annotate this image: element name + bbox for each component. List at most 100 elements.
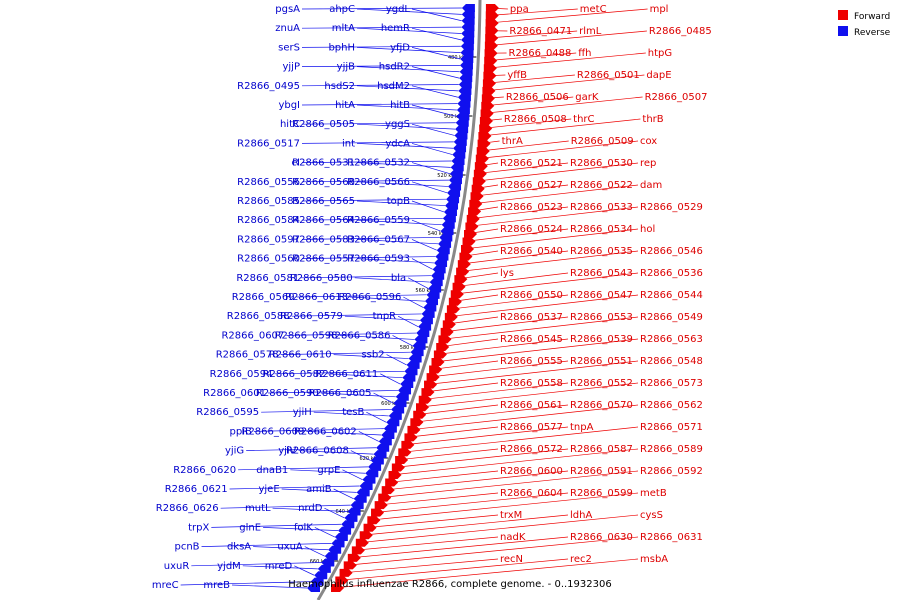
reverse-gene-arrow xyxy=(458,86,472,95)
reverse-gene-arrow xyxy=(460,42,474,51)
reverse-gene-arrow xyxy=(435,252,449,261)
reverse-gene-arrow xyxy=(459,61,473,70)
gene-label: ahpC xyxy=(329,4,355,15)
kbp-tick-label: 580 kbp xyxy=(400,345,420,351)
reverse-gene-arrow xyxy=(400,380,414,389)
gene-label: R2866_0537 xyxy=(500,312,563,323)
forward-gene-arrow xyxy=(444,312,458,321)
gene-label: yjjB xyxy=(337,62,355,73)
forward-gene-arrow xyxy=(479,116,493,125)
reverse-gene-arrow xyxy=(461,35,475,44)
forward-gene-arrow xyxy=(391,463,405,472)
leader-line xyxy=(438,338,499,348)
forward-gene-arrow xyxy=(484,49,498,58)
leader-line xyxy=(324,507,345,519)
forward-gene-arrow xyxy=(385,478,399,487)
reverse-gene-arrow xyxy=(414,335,428,344)
forward-gene-arrow xyxy=(367,516,381,525)
leader-line xyxy=(411,66,460,79)
gene-label: R2866_0530 xyxy=(570,158,633,169)
kbp-tick-label: 640 kbp xyxy=(335,509,355,515)
reverse-leader-lines xyxy=(180,7,462,589)
kbp-ticks: 480 kbp 500 kbp 520 kbp 540 kbp 560 kbp 580 k… xyxy=(310,55,477,565)
gene-label: hemR xyxy=(381,23,410,34)
leader-line xyxy=(435,338,569,355)
leader-line xyxy=(356,181,449,187)
forward-gene-arrow xyxy=(482,86,496,95)
forward-gene-arrow xyxy=(481,94,495,103)
gene-label: R2866_0620 xyxy=(173,465,236,476)
gene-label: hol xyxy=(640,224,655,235)
reverse-gene-arrow xyxy=(395,392,409,401)
reverse-gene-arrow xyxy=(461,4,475,12)
leader-line xyxy=(474,162,639,182)
gene-label: R2866_0507 xyxy=(645,92,708,103)
gene-label: bphH xyxy=(328,42,355,53)
gene-label: R2866_0508 xyxy=(504,114,567,125)
leader-line xyxy=(361,514,569,536)
leader-line xyxy=(358,431,379,442)
gene-label: R2866_0602 xyxy=(294,426,357,437)
gene-label: cysS xyxy=(640,510,663,521)
gene-label: R2866_0596 xyxy=(338,292,401,303)
gene-label: R2866_0581 xyxy=(236,273,299,284)
gene-label: R2866_0517 xyxy=(237,138,300,149)
gene-label: tnpA xyxy=(570,422,594,433)
gene-label: R2866_0543 xyxy=(570,268,633,279)
gene-label: R2866_0569 xyxy=(232,292,295,303)
reverse-gene-arrow xyxy=(362,475,376,484)
forward-gene-arrow xyxy=(468,207,482,216)
forward-gene-arrow xyxy=(470,192,484,201)
gene-label: rep xyxy=(640,158,656,169)
gene-label: R2866_0595 xyxy=(196,407,259,418)
reverse-gene-arrow xyxy=(373,450,387,459)
forward-gene-arrow xyxy=(484,56,498,65)
leader-line xyxy=(484,74,575,84)
forward-gene-arrow xyxy=(450,290,464,299)
forward-gene-arrow xyxy=(454,275,468,284)
leader-line xyxy=(411,258,433,270)
leader-line xyxy=(477,140,639,159)
gene-label: R2866_0588 xyxy=(227,311,290,322)
reverse-gene-arrow xyxy=(314,571,328,580)
gene-label: R2866_0505 xyxy=(292,119,355,130)
gene-label: hsdR2 xyxy=(379,62,410,73)
reverse-gene-arrow xyxy=(445,201,459,210)
kbp-tick-label: 480 kbp xyxy=(448,55,468,61)
gene-label: R2866_0578 xyxy=(216,350,279,361)
gene-label: R2866_0552 xyxy=(570,378,633,389)
gene-label: R2866_0523 xyxy=(500,202,563,213)
gene-label: R2866_0553 xyxy=(570,312,633,323)
leader-line xyxy=(446,294,639,318)
reverse-gene-arrow xyxy=(421,309,435,318)
forward-gene-arrow xyxy=(471,184,485,193)
forward-gene-arrow xyxy=(431,358,445,367)
reverse-gene-arrow xyxy=(459,74,473,83)
gene-label: R2866_0556 xyxy=(237,177,300,188)
gene-label: rlmL xyxy=(579,26,602,37)
reverse-gene-arrow xyxy=(386,418,400,427)
leader-line xyxy=(301,84,459,87)
forward-gene-arrows xyxy=(331,4,499,592)
leader-line xyxy=(301,237,440,240)
reverse-gene-arrow xyxy=(455,125,469,134)
gene-label: R2866_0527 xyxy=(500,180,563,191)
forward-gene-arrow xyxy=(424,380,438,389)
gene-label: R2866_0583 xyxy=(292,234,355,245)
gene-label: R2866_0521 xyxy=(500,158,563,169)
gene-label: R2866_0568 xyxy=(292,177,355,188)
gene-label: hsdM2 xyxy=(377,81,410,92)
gene-label: R2866_0535 xyxy=(570,246,633,257)
gene-label: R2866_0567 xyxy=(347,234,410,245)
leader-line xyxy=(464,228,569,242)
leader-line xyxy=(487,30,578,39)
forward-gene-arrow xyxy=(473,169,487,178)
gene-label: R2866_0539 xyxy=(570,334,633,345)
leader-line xyxy=(220,504,351,509)
leader-line xyxy=(431,360,499,370)
forward-gene-arrow xyxy=(485,4,499,12)
reverse-gene-arrow xyxy=(376,443,390,452)
gene-label: R2866_0471 xyxy=(509,26,572,37)
gene-label: R2866_0577 xyxy=(500,422,563,433)
gene-label: R2866_0607 xyxy=(221,330,284,341)
